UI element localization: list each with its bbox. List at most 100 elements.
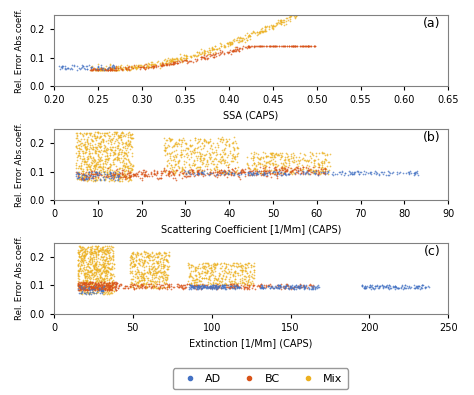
Point [269, 160, 276, 167]
Point [278, 154, 285, 160]
Point [245, 168, 253, 175]
Point [258, 171, 266, 177]
Point [80, 285, 88, 291]
Point [262, 24, 270, 30]
Point [305, 156, 313, 163]
Point [74, 263, 82, 270]
Point [89, 137, 96, 143]
Point [256, 43, 264, 49]
Point [134, 279, 142, 285]
Point [234, 37, 241, 43]
Point [201, 48, 209, 55]
Point [321, 165, 329, 171]
Point [59, 62, 67, 69]
Point [362, 284, 370, 290]
Point [290, 152, 297, 158]
Point [236, 280, 244, 286]
Point [109, 276, 117, 283]
Point [91, 280, 99, 286]
Point [229, 167, 237, 173]
Point [94, 278, 101, 285]
Point [241, 166, 249, 172]
Point [171, 168, 178, 174]
Point [304, 156, 311, 163]
Point [188, 171, 195, 177]
Point [100, 137, 107, 144]
Point [234, 173, 242, 179]
Point [105, 286, 112, 292]
Point [310, 43, 318, 49]
Point [98, 287, 106, 293]
Point [80, 260, 87, 267]
Point [185, 273, 193, 279]
Point [278, 150, 286, 156]
Point [148, 271, 155, 278]
Point [97, 66, 104, 73]
Point [388, 8, 396, 14]
Point [234, 164, 242, 171]
Point [345, 8, 353, 14]
Point [190, 162, 197, 168]
Point [247, 30, 255, 36]
Point [228, 166, 236, 173]
Point [414, 8, 422, 14]
Point [86, 289, 94, 295]
Point [158, 252, 165, 258]
Point [89, 142, 96, 149]
Point [160, 262, 167, 268]
Point [192, 272, 200, 278]
Point [91, 260, 99, 266]
Point [99, 67, 107, 73]
Point [304, 43, 312, 49]
Point [245, 282, 252, 288]
Point [81, 286, 88, 292]
Point [80, 171, 87, 177]
Point [102, 256, 110, 263]
Point [160, 263, 167, 269]
Point [316, 8, 324, 14]
Point [100, 264, 108, 271]
Point [82, 260, 90, 266]
Point [165, 62, 173, 68]
Point [112, 63, 120, 70]
Point [156, 274, 164, 280]
Point [205, 284, 213, 290]
Point [75, 287, 82, 293]
Point [144, 65, 152, 71]
Point [367, 8, 375, 14]
Point [323, 170, 331, 177]
Point [96, 134, 103, 141]
Point [225, 49, 232, 55]
Point [205, 284, 213, 290]
Point [238, 45, 246, 52]
Point [381, 284, 389, 290]
Point [206, 284, 214, 290]
Point [233, 44, 241, 51]
Point [96, 155, 103, 161]
Point [92, 280, 100, 287]
Point [72, 143, 80, 149]
Point [406, 169, 413, 175]
Point [323, 162, 330, 169]
Point [262, 24, 269, 30]
Point [94, 63, 102, 70]
Point [288, 282, 296, 288]
Point [172, 154, 179, 160]
Point [317, 8, 324, 14]
Point [279, 165, 287, 171]
Point [82, 282, 89, 288]
Point [84, 153, 92, 160]
Point [315, 164, 323, 170]
Point [268, 150, 276, 156]
Point [320, 165, 328, 171]
Point [188, 167, 196, 174]
Point [202, 53, 210, 59]
Point [234, 270, 241, 276]
Point [89, 66, 97, 73]
Point [333, 8, 340, 14]
Point [140, 167, 147, 173]
Point [102, 248, 109, 254]
Point [108, 141, 115, 147]
Point [83, 156, 91, 163]
Point [264, 167, 271, 173]
